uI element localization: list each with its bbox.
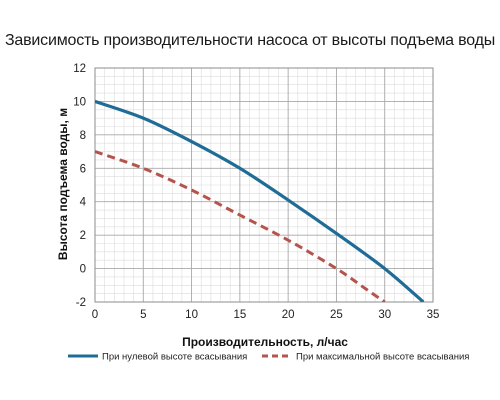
- x-axis-label: Производительность, л/час: [182, 335, 348, 349]
- legend: При нулевой высоте всасывания При максима…: [68, 352, 469, 363]
- y-axis-ticks: -2 0 2 4 6 8 10 12: [73, 63, 86, 309]
- y-tick-label: 2: [80, 230, 86, 242]
- x-tick-label: 30: [378, 309, 391, 321]
- y-tick-label: -2: [76, 297, 86, 309]
- y-tick-label: 12: [73, 63, 86, 75]
- legend-label-2: При максимальной высоте всасывания: [296, 352, 469, 363]
- x-tick-label: 15: [233, 309, 246, 321]
- y-tick-label: 0: [80, 264, 86, 276]
- y-tick-label: 6: [80, 163, 86, 175]
- x-tick-label: 25: [330, 309, 343, 321]
- x-tick-label: 10: [185, 309, 198, 321]
- y-tick-label: 10: [73, 96, 86, 108]
- legend-label-1: При нулевой высоте всасывания: [102, 352, 247, 363]
- series-line-2: [95, 150, 386, 302]
- x-tick-label: 35: [427, 309, 440, 321]
- y-tick-label: 4: [80, 197, 87, 209]
- y-tick-label: 8: [80, 130, 86, 142]
- x-tick-label: 0: [92, 309, 98, 321]
- x-tick-label: 20: [282, 309, 295, 321]
- series-lines: [95, 99, 425, 302]
- y-axis-label: Высота подъема воды, м: [56, 108, 70, 260]
- x-axis-ticks: 0 5 10 15 20 25 30 35: [92, 309, 440, 321]
- x-tick-label: 5: [140, 309, 146, 321]
- chart-title: Зависимость производительности насоса от…: [4, 32, 496, 49]
- plot-border: [94, 67, 434, 303]
- grid: [94, 67, 434, 303]
- series-line-1: [95, 99, 425, 302]
